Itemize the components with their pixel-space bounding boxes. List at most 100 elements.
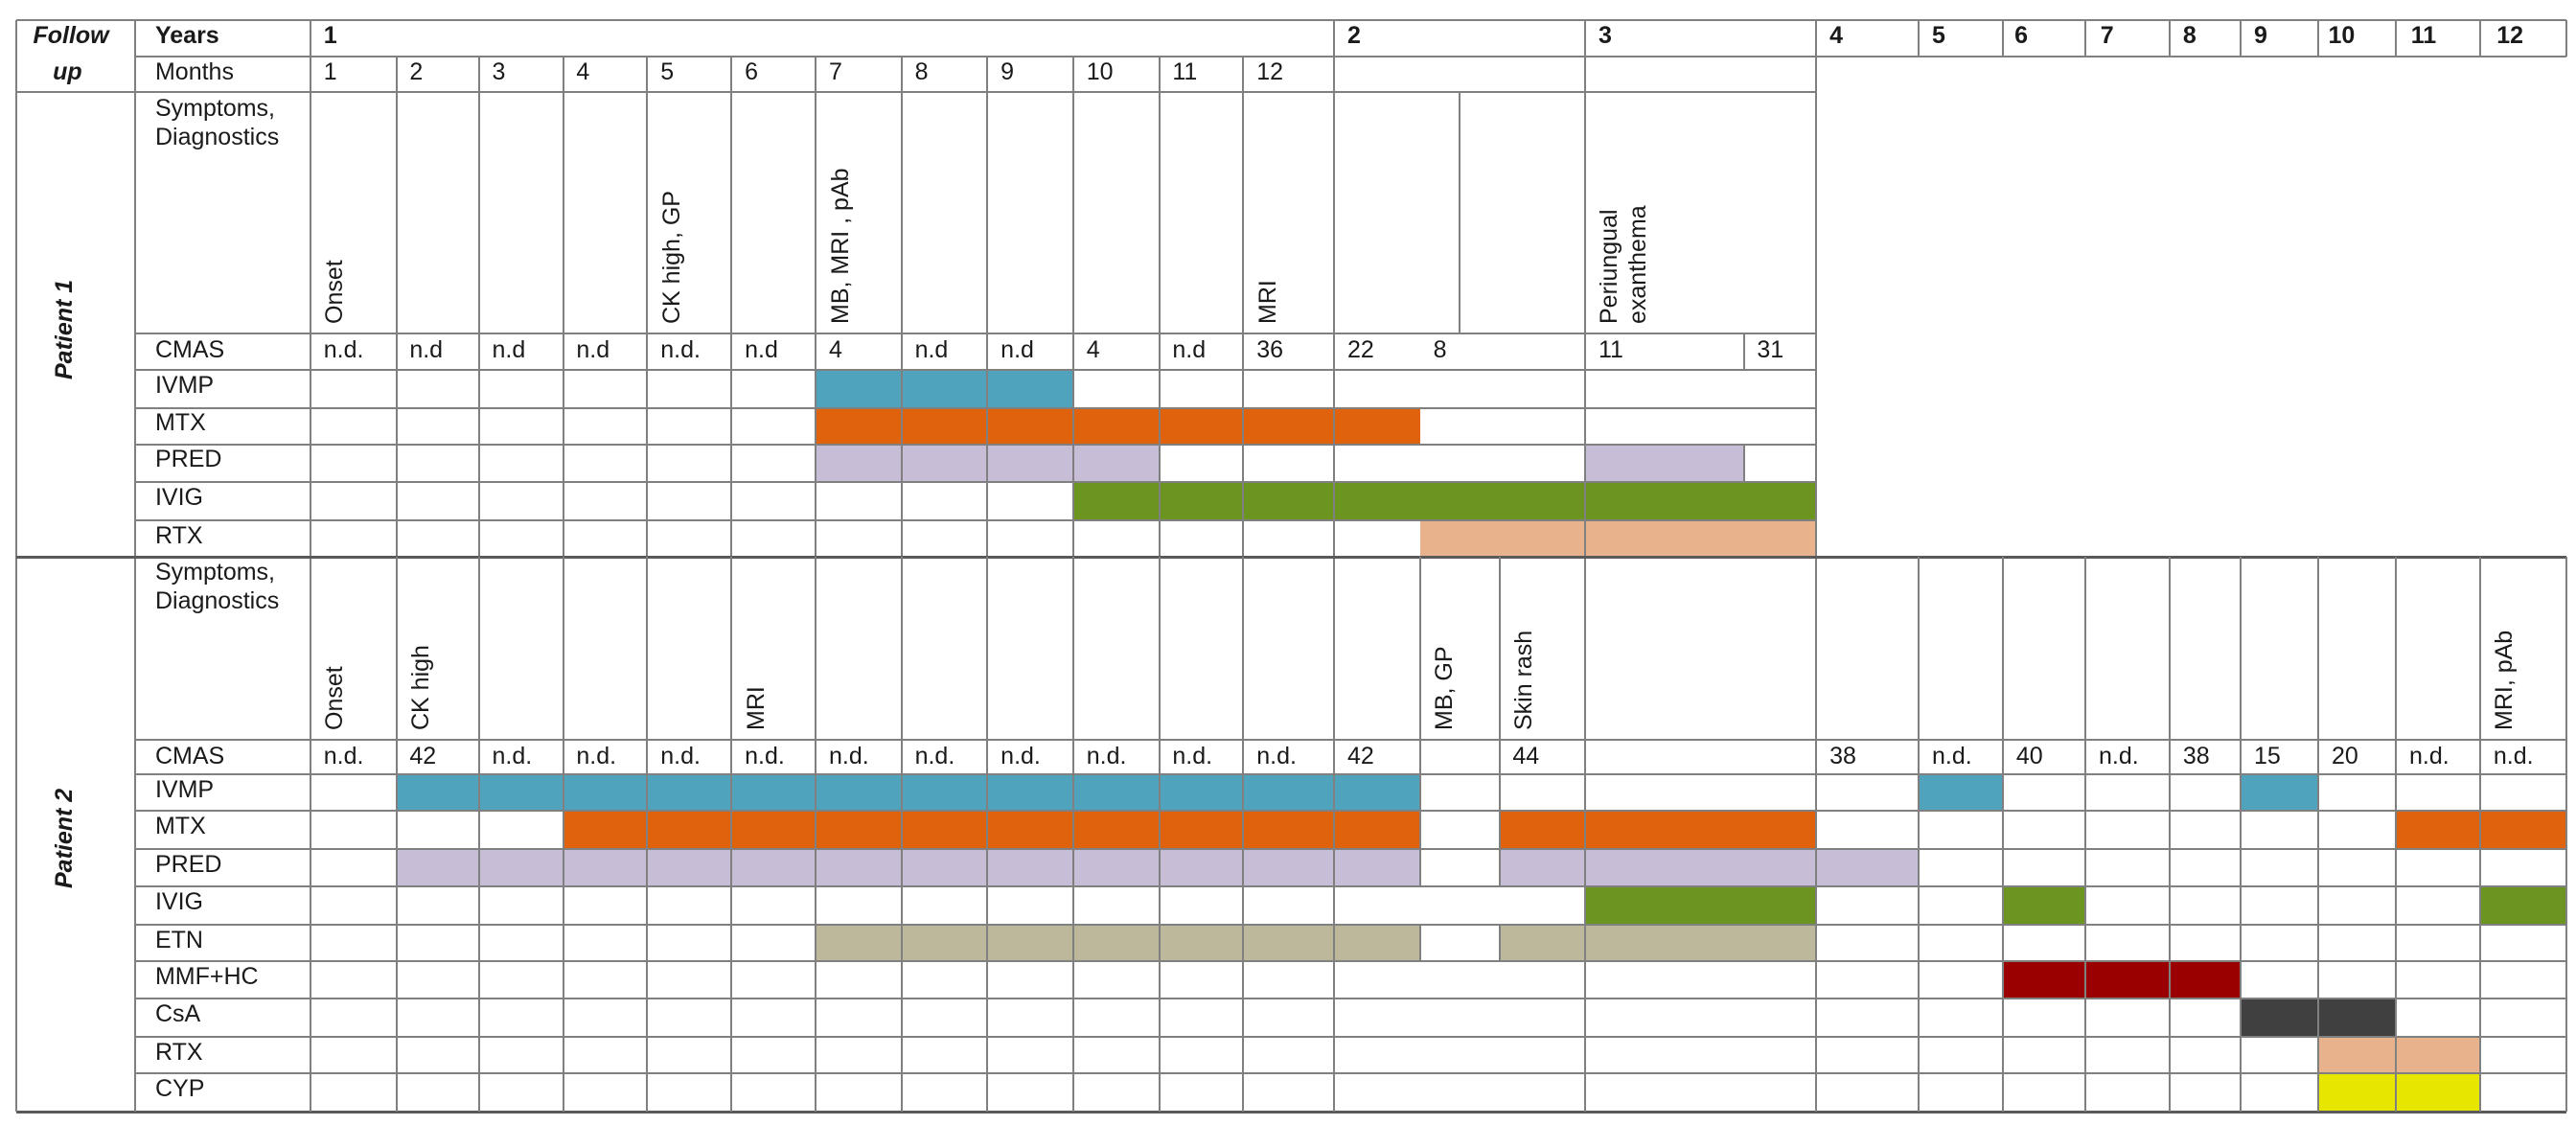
cmas-value: 40 xyxy=(2015,742,2043,769)
grid-line xyxy=(1498,774,1501,887)
month-header: 8 xyxy=(914,58,929,86)
treatment-label: RTX xyxy=(154,521,203,549)
grid-line xyxy=(135,885,2566,888)
month-header: 2 xyxy=(409,58,424,86)
treatment-bar-mtx xyxy=(816,408,1420,445)
grid-line xyxy=(1459,92,1461,334)
grid-line xyxy=(2240,556,2242,1112)
symptom-note: MRI, pAb xyxy=(2491,630,2518,730)
cmas-value: 4 xyxy=(828,335,842,363)
treatment-bar-ivmp xyxy=(396,775,1420,812)
symptom-note: MRI xyxy=(1254,279,1281,324)
treatment-bar-ivmp xyxy=(816,370,1073,408)
year-header: 6 xyxy=(2014,22,2029,50)
grid-line xyxy=(2564,556,2567,1112)
followup-header-cont: up xyxy=(53,58,82,86)
symptom-note: CK high, GP xyxy=(657,190,685,324)
month-header: 5 xyxy=(660,58,675,86)
treatment-label: CYP xyxy=(154,1074,205,1102)
treatment-bar-pred xyxy=(1499,849,1920,887)
cmas-value: n.d xyxy=(1172,335,1207,363)
month-header: 12 xyxy=(1256,58,1284,86)
year-header: 1 xyxy=(323,22,337,50)
year-header: 11 xyxy=(2410,22,2437,50)
month-header: 4 xyxy=(576,58,590,86)
grid-line xyxy=(135,406,1817,409)
cmas-value: n.d. xyxy=(1172,742,1213,769)
grid-line xyxy=(2002,19,2005,57)
cmas-value: 42 xyxy=(409,742,437,769)
grid-line xyxy=(730,556,733,1112)
year-header: 3 xyxy=(1598,22,1612,50)
grid-line xyxy=(2002,556,2005,1112)
grid-line xyxy=(477,556,480,1112)
cmas-value: n.d. xyxy=(2493,742,2534,769)
grid-line xyxy=(646,556,649,1112)
treatment-label: PRED xyxy=(154,446,222,473)
cmas-value: 36 xyxy=(1256,335,1284,363)
month-header: 1 xyxy=(323,58,337,86)
grid-line xyxy=(1918,19,1920,57)
cmas-value: n.d xyxy=(914,335,949,363)
year-header: 4 xyxy=(1829,22,1844,50)
cmas-value: n.d xyxy=(492,335,526,363)
treatment-label: MMF+HC xyxy=(154,962,259,990)
grid-line xyxy=(2169,19,2172,57)
cmas-value: n.d. xyxy=(914,742,955,769)
treatment-label: IVMP xyxy=(154,775,215,803)
grid-line xyxy=(1584,19,1587,1112)
treatment-bar-cyp xyxy=(2318,1074,2481,1112)
grid-line xyxy=(16,91,1817,94)
cmas-value: 11 xyxy=(1598,335,1623,363)
cmas-value: n.d. xyxy=(2408,742,2450,769)
grid-line xyxy=(135,810,2566,813)
cmas-value: 38 xyxy=(1829,742,1856,769)
grid-line xyxy=(16,18,2566,21)
symptom-note: Onset xyxy=(321,260,349,324)
grid-line xyxy=(134,19,137,1112)
grid-line xyxy=(2084,556,2087,1112)
treatment-bar-etn xyxy=(816,925,1420,961)
treatment-bar-pred xyxy=(1585,445,1744,483)
grid-line xyxy=(135,55,2566,57)
treatment-bar-etn xyxy=(1499,925,1817,961)
treatment-label: PRED xyxy=(154,850,222,878)
treatment-label: MTX xyxy=(154,812,206,839)
cmas-value: 31 xyxy=(1757,335,1784,363)
grid-line xyxy=(1333,19,1336,1112)
cmas-value: n.d xyxy=(745,335,778,363)
treatment-bar-ivig xyxy=(2003,887,2086,925)
treatment-label: ETN xyxy=(154,926,203,953)
grid-line xyxy=(135,368,1817,371)
grid-line xyxy=(2479,556,2482,1112)
grid-line xyxy=(1158,556,1161,1112)
grid-line xyxy=(646,56,649,557)
symptoms-diagnostics-label: Symptoms, Diagnostics xyxy=(154,95,280,151)
symptom-note: Onset xyxy=(321,665,349,730)
year-header: 8 xyxy=(2182,22,2196,50)
grid-line xyxy=(16,555,2566,559)
symptom-note: CK high xyxy=(406,644,434,730)
treatment-bar-rtx xyxy=(1419,520,1817,557)
treatment-label: IVMP xyxy=(154,371,215,399)
grid-line xyxy=(395,56,398,557)
followup-header: Follow xyxy=(33,22,109,50)
cmas-value: n.d. xyxy=(1000,742,1041,769)
grid-line xyxy=(1072,56,1074,557)
treatment-label: IVIG xyxy=(154,484,203,511)
months-label: Months xyxy=(154,58,234,86)
cmas-value: n.d. xyxy=(745,742,785,769)
treatment-label: MTX xyxy=(154,409,206,437)
grid-line xyxy=(395,556,398,1112)
grid-line xyxy=(2240,19,2242,57)
patient-label: Patient 1 xyxy=(50,280,78,380)
cmas-value: 22 xyxy=(1347,335,1374,363)
cmas-value: n.d xyxy=(576,335,610,363)
year-header: 5 xyxy=(1932,22,1945,50)
symptom-note: Skin rash xyxy=(1509,630,1537,730)
treatment-bar-rtx xyxy=(2318,1038,2481,1073)
month-header: 10 xyxy=(1086,58,1114,86)
grid-line xyxy=(562,556,564,1112)
grid-line xyxy=(15,19,18,1112)
